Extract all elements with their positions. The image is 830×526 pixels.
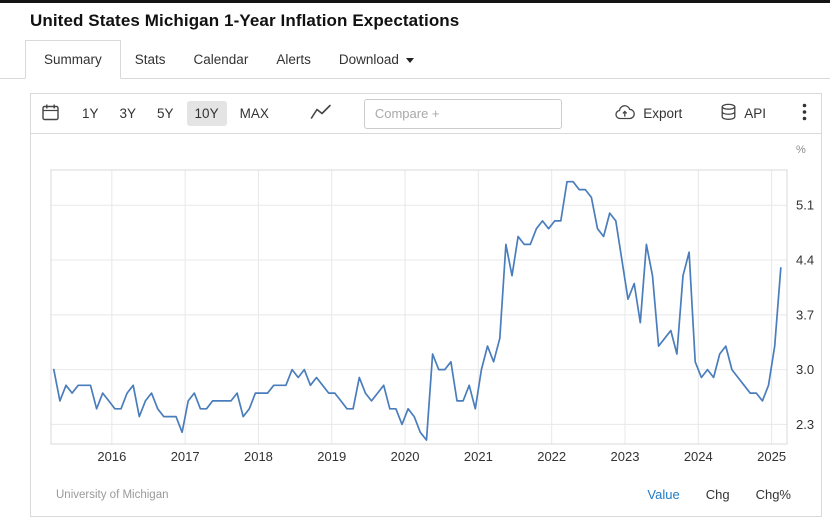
chart-footer: University of Michigan Value Chg Chg% xyxy=(31,485,821,516)
svg-text:2025: 2025 xyxy=(757,449,786,464)
page-title: United States Michigan 1-Year Inflation … xyxy=(30,11,460,30)
svg-text:2019: 2019 xyxy=(317,449,346,464)
svg-text:2018: 2018 xyxy=(244,449,273,464)
svg-text:%: % xyxy=(796,144,806,156)
compare-input[interactable] xyxy=(363,98,562,129)
legend-chg[interactable]: Chg xyxy=(705,487,730,502)
svg-text:2023: 2023 xyxy=(611,449,640,464)
svg-text:2024: 2024 xyxy=(684,449,713,464)
range-button-1y[interactable]: 1Y xyxy=(74,101,107,126)
tab-summary-label: Summary xyxy=(44,52,102,67)
window-top-strip xyxy=(0,0,830,3)
tab-alerts[interactable]: Alerts xyxy=(262,41,325,78)
source-label: University of Michigan xyxy=(56,488,169,501)
range-button-10y[interactable]: 10Y xyxy=(186,101,227,126)
range-button-max[interactable]: MAX xyxy=(232,101,277,126)
legend-value[interactable]: Value xyxy=(647,487,680,502)
chart-type-button[interactable] xyxy=(310,104,332,123)
svg-text:2016: 2016 xyxy=(97,449,126,464)
svg-text:5.1: 5.1 xyxy=(796,198,814,213)
svg-text:2021: 2021 xyxy=(464,449,493,464)
export-cloud-icon xyxy=(614,104,636,124)
chart-card: 1Y 3Y 5Y 10Y MAX Export xyxy=(30,93,822,517)
line-chart-icon xyxy=(310,104,332,123)
export-label: Export xyxy=(643,106,683,121)
page-header: United States Michigan 1-Year Inflation … xyxy=(0,3,830,38)
range-button-5y[interactable]: 5Y xyxy=(149,101,182,126)
tab-calendar-label: Calendar xyxy=(193,52,249,67)
svg-text:4.4: 4.4 xyxy=(796,253,814,268)
chart-canvas[interactable]: 5.1 4.4 3.7 3.0 2.3 2016 2017 2018 2019 2020 2021 2… xyxy=(31,134,821,480)
calendar-button[interactable] xyxy=(41,103,60,125)
tab-stats-label: Stats xyxy=(134,52,166,67)
svg-text:2017: 2017 xyxy=(171,449,200,464)
caret-down-icon xyxy=(405,58,414,63)
tab-download[interactable]: Download xyxy=(325,41,428,78)
calendar-icon xyxy=(41,103,60,125)
tab-stats[interactable]: Stats xyxy=(121,41,180,78)
more-options-button[interactable] xyxy=(802,103,807,124)
toolbar-right-group: Export API xyxy=(614,103,809,124)
tab-download-label: Download xyxy=(338,52,399,67)
svg-text:3.0: 3.0 xyxy=(796,362,814,377)
api-label: API xyxy=(744,106,766,121)
database-icon xyxy=(720,103,737,124)
svg-text:2022: 2022 xyxy=(537,449,566,464)
tab-bar: Summary Stats Calendar Alerts Download xyxy=(0,38,830,79)
tab-calendar[interactable]: Calendar xyxy=(180,41,263,78)
legend: Value Chg Chg% xyxy=(647,487,791,502)
tab-summary[interactable]: Summary xyxy=(25,40,121,79)
legend-chgpct[interactable]: Chg% xyxy=(755,487,791,502)
svg-text:2.3: 2.3 xyxy=(796,417,814,432)
api-button[interactable]: API xyxy=(720,103,766,124)
chart-area: 5.1 4.4 3.7 3.0 2.3 2016 2017 2018 2019 2020 2021 2… xyxy=(31,134,821,485)
tab-alerts-label: Alerts xyxy=(276,52,311,67)
svg-text:2020: 2020 xyxy=(391,449,420,464)
svg-text:3.7: 3.7 xyxy=(796,307,814,322)
chart-toolbar: 1Y 3Y 5Y 10Y MAX Export xyxy=(31,94,821,134)
range-button-3y[interactable]: 3Y xyxy=(112,101,145,126)
export-button[interactable]: Export xyxy=(614,104,682,124)
kebab-icon xyxy=(802,103,807,124)
